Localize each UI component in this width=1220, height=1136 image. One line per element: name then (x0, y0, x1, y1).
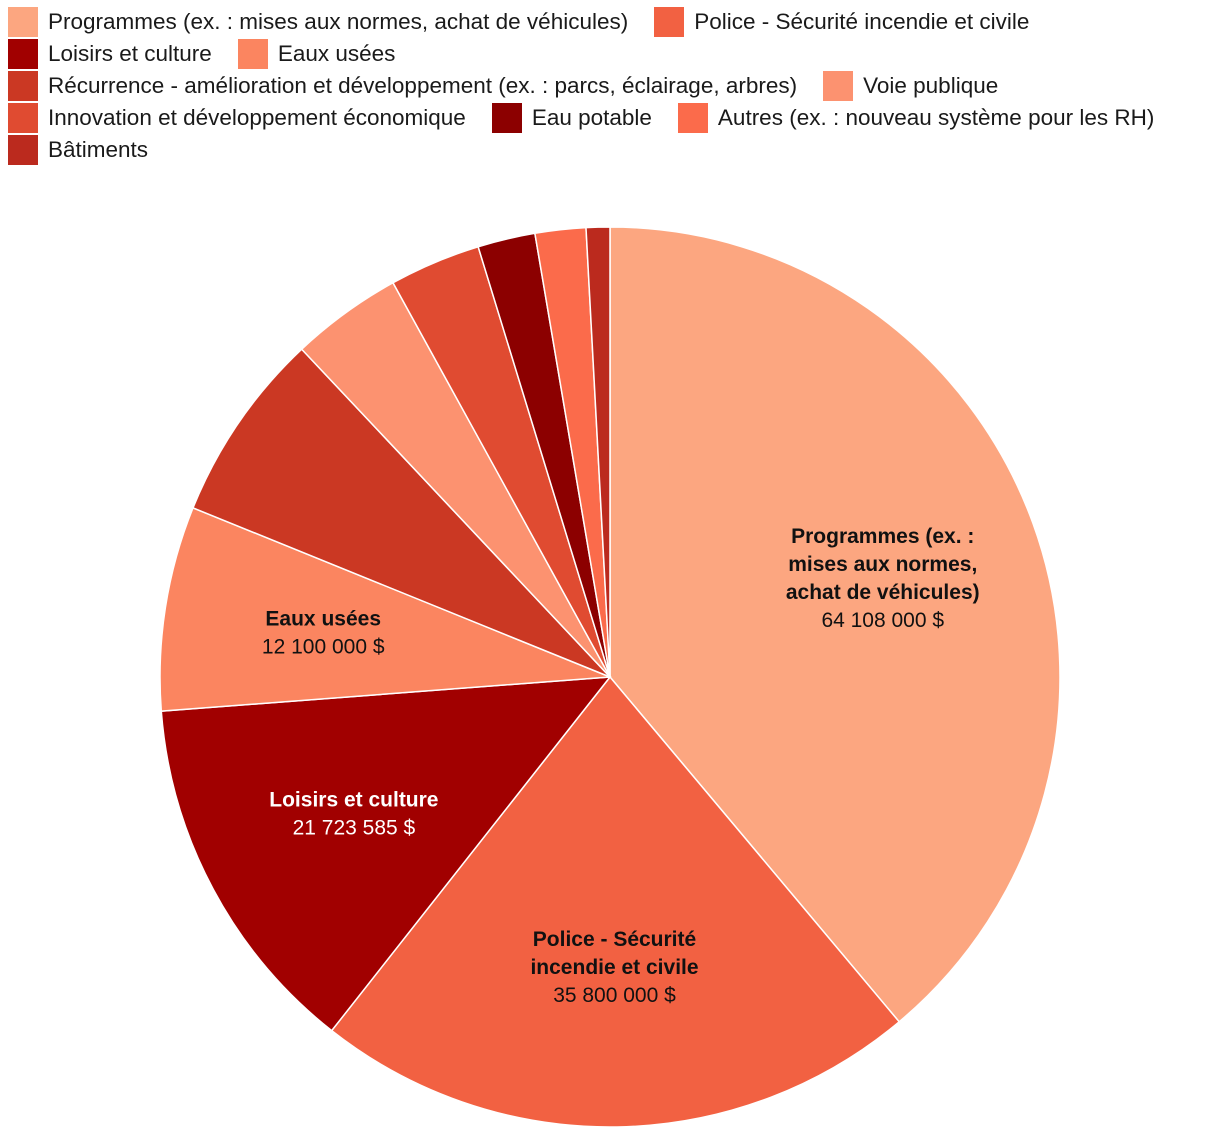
pie-slice[interactable] (609, 226, 1061, 1023)
legend-swatch (8, 103, 38, 133)
pie-labels: Programmes (ex. : mises aux normes, achat … (262, 525, 980, 1007)
slice-label-name: mises aux normes, (788, 553, 977, 576)
legend-item[interactable]: Eaux usées (237, 39, 396, 69)
legend-item[interactable]: Voie publique (823, 71, 998, 101)
chart-legend: Programmes (ex. : mises aux normes, acha… (8, 6, 1216, 166)
legend-item[interactable]: Police - Sécurité incendie et civile (654, 7, 1029, 37)
legend-row: Programmes (ex. : mises aux normes, acha… (8, 6, 1216, 38)
legend-row: Innovation et développement économique Ea… (8, 102, 1216, 134)
slice-label-name: incendie et civile (530, 956, 698, 979)
pie-slice[interactable] (192, 348, 611, 678)
legend-item[interactable]: Eau potable (491, 103, 652, 133)
legend-label: Loisirs et culture (48, 41, 212, 66)
slice-value-label: 64 108 000 $ (821, 609, 944, 632)
pie-slice[interactable] (160, 676, 612, 1032)
slice-value-label: 21 723 585 $ (293, 817, 416, 840)
slice-label-name: Programmes (ex. : (791, 525, 974, 548)
slice-value-label: 12 100 000 $ (262, 635, 385, 658)
legend-swatch (654, 7, 685, 37)
slice-label-name: Eaux usées (265, 607, 381, 630)
slice-label: Eaux usées 12 100 000 $ (262, 607, 385, 658)
legend-swatch (8, 135, 38, 165)
legend-swatch (8, 71, 38, 101)
slice-value-label: 35 800 000 $ (553, 984, 676, 1007)
legend-label: Police - Sécurité incendie et civile (694, 9, 1030, 34)
slice-label-name: achat de véhicules) (786, 581, 980, 604)
legend-label: Innovation et développement économique (48, 105, 466, 130)
legend-swatch (823, 71, 854, 101)
slice-label: Police - Sécurité incendie et civile 35 80… (530, 928, 698, 1007)
slice-label: Programmes (ex. : mises aux normes, achat … (786, 525, 980, 632)
slice-label-name: Police - Sécurité (533, 928, 696, 951)
pie-slice[interactable] (330, 675, 901, 1128)
legend-swatch (237, 39, 268, 69)
pie-slice[interactable] (159, 506, 611, 712)
legend-swatch (491, 103, 522, 133)
legend-row: Récurrence - amélioration et développeme… (8, 70, 1216, 102)
legend-label: Voie publique (863, 73, 999, 98)
legend-label: Eau potable (531, 105, 652, 130)
legend-label: Autres (ex. : nouveau système pour les R… (717, 105, 1155, 130)
legend-swatch (8, 39, 38, 69)
legend-label: Programmes (ex. : mises aux normes, acha… (48, 9, 629, 34)
legend-label: Eaux usées (277, 41, 396, 66)
pie-slice[interactable] (585, 226, 611, 678)
legend-label: Bâtiments (48, 137, 149, 162)
pie-slices (159, 226, 1061, 1128)
legend-item[interactable]: Bâtiments (8, 135, 148, 165)
legend-item[interactable]: Innovation et développement économique (8, 103, 466, 133)
legend-row: Loisirs et culture Eaux usées (8, 38, 1216, 70)
legend-item[interactable]: Loisirs et culture (8, 39, 212, 69)
legend-swatch (677, 103, 708, 133)
legend-item[interactable]: Autres (ex. : nouveau système pour les R… (677, 103, 1155, 133)
legend-row: Bâtiments (8, 134, 1216, 166)
slice-label-name: Loisirs et culture (269, 789, 438, 812)
legend-item[interactable]: Récurrence - amélioration et développeme… (8, 71, 797, 101)
slice-label: Loisirs et culture 21 723 585 $ (269, 789, 438, 840)
legend-item[interactable]: Programmes (ex. : mises aux normes, acha… (8, 7, 628, 37)
legend-swatch (8, 7, 38, 37)
legend-label: Récurrence - amélioration et développeme… (48, 73, 798, 98)
